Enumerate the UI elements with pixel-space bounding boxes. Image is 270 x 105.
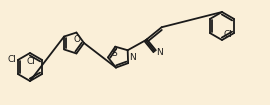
Text: O: O bbox=[74, 35, 81, 44]
Text: N: N bbox=[156, 48, 163, 57]
Text: S: S bbox=[111, 49, 117, 58]
Text: N: N bbox=[129, 53, 136, 62]
Text: Cl: Cl bbox=[7, 56, 16, 64]
Text: Cl: Cl bbox=[224, 30, 233, 39]
Text: Cl: Cl bbox=[26, 57, 35, 66]
